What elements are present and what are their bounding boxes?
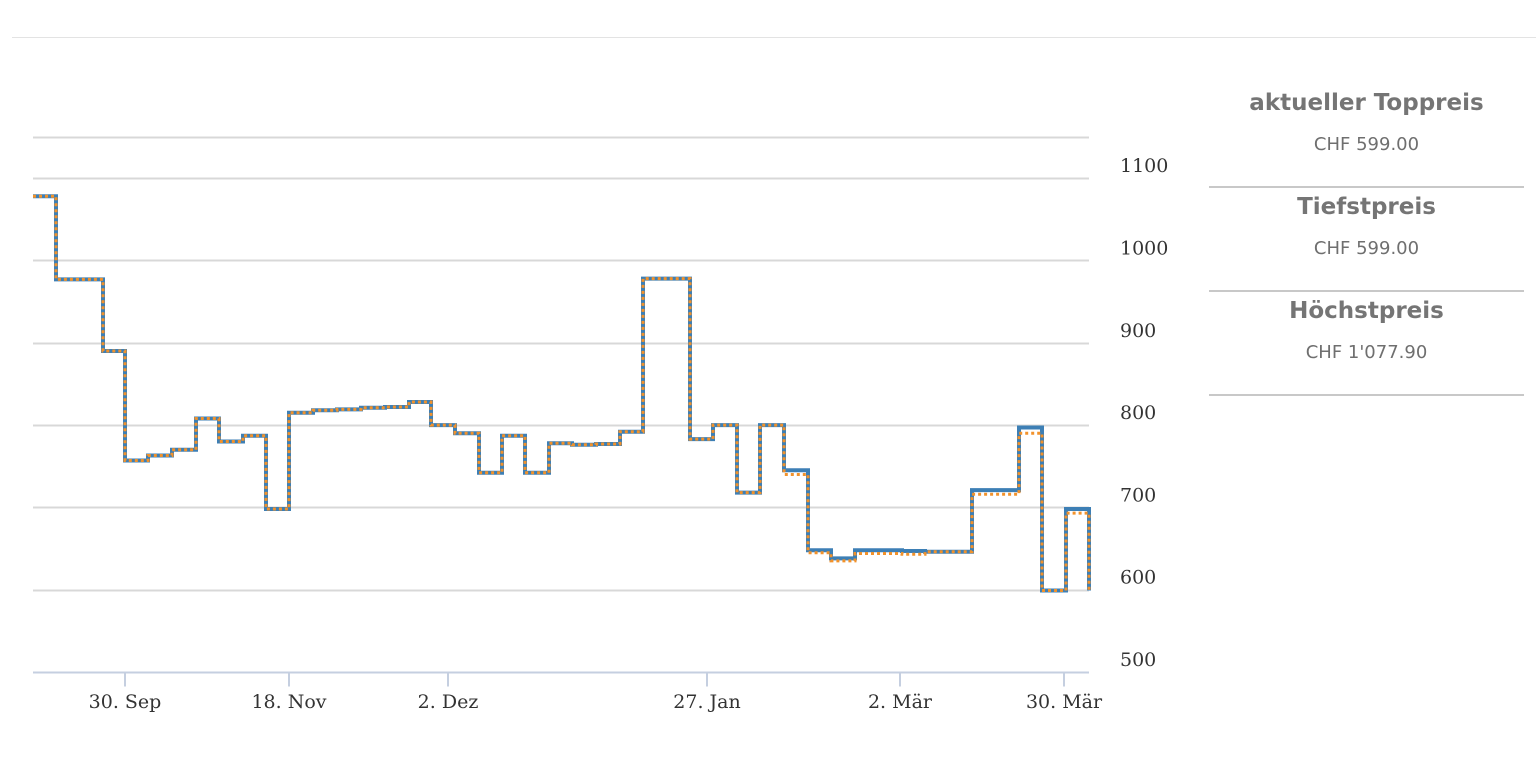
highest-price: Höchstpreis CHF 1'077.90 [1209,292,1524,396]
price-summary-panel: aktueller Toppreis CHF 599.00 Tiefstprei… [1209,84,1524,396]
x-tick-label: 2. Mär [868,691,933,713]
x-tick-label: 27. Jan [673,691,740,713]
series-line-a [33,194,1091,593]
series-line-b [33,194,1091,592]
stat-title: Tiefstpreis [1297,194,1436,220]
y-tick-label: 1000 [1120,237,1168,259]
x-axis [33,671,1089,687]
stat-value: CHF 599.00 [1313,134,1420,155]
series-layer [33,194,1091,593]
x-tick-label: 18. Nov [251,691,326,713]
top-divider [12,37,1536,38]
y-tick-label: 900 [1120,320,1156,342]
price-history-chart: 500 600 700 800 900 1000 1100 30. Sep 18. Nov 2.… [33,136,1168,713]
x-tick-label: 2. Dez [418,691,479,713]
y-tick-label: 600 [1120,567,1156,589]
x-tick-label: 30. Sep [89,691,162,713]
stat-value: CHF 1'077.90 [1305,342,1428,363]
y-tick-label: 800 [1120,402,1156,424]
current-top-price: aktueller Toppreis CHF 599.00 [1209,84,1524,188]
x-axis-labels: 30. Sep 18. Nov 2. Dez 27. Jan 2. Mär 30. Mär [89,691,1103,713]
y-axis-labels: 500 600 700 800 900 1000 1100 [1120,155,1168,671]
y-tick-label: 1100 [1120,155,1168,177]
x-tick-label: 30. Mär [1026,691,1103,713]
stat-value: CHF 599.00 [1313,238,1420,259]
stat-title: Höchstpreis [1289,298,1444,324]
y-tick-label: 700 [1120,484,1156,506]
lowest-price: Tiefstpreis CHF 599.00 [1209,188,1524,292]
grid-lines [33,136,1089,592]
y-tick-label: 500 [1120,649,1156,671]
stat-title: aktueller Toppreis [1249,90,1484,116]
